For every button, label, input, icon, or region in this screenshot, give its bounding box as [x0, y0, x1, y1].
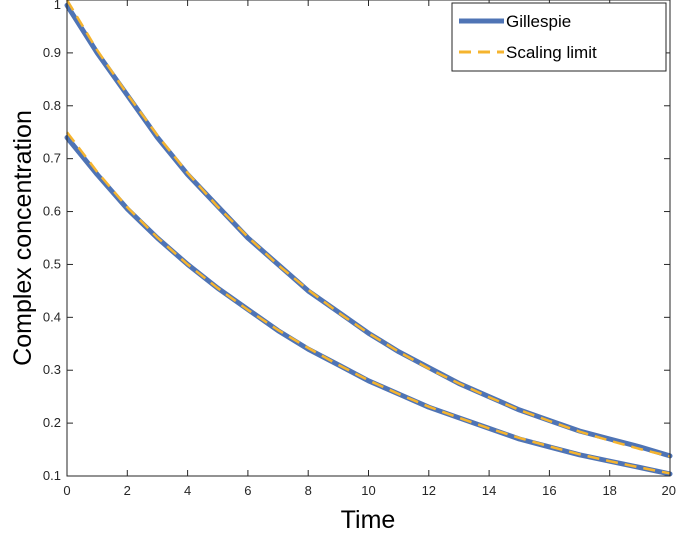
y-tick-label: 0.8 — [43, 98, 61, 113]
x-tick-label: 10 — [361, 483, 375, 498]
legend-box — [451, 2, 667, 72]
gillespie-curve-2 — [64, 135, 673, 477]
x-tick-label: 2 — [124, 483, 131, 498]
legend: Gillespie Scaling limit — [451, 2, 667, 72]
y-tick-label: 0.6 — [43, 204, 61, 219]
y-tick-label: 0.7 — [43, 151, 61, 166]
y-tick-label: 0.2 — [43, 415, 61, 430]
y-tick-label: 0.3 — [43, 362, 61, 377]
y-tick-label: 0.4 — [43, 309, 61, 324]
x-tick-label: 0 — [63, 483, 70, 498]
x-tick-label: 20 — [662, 483, 676, 498]
series-curves — [64, 0, 673, 477]
gillespie-curve-1 — [64, 2, 673, 459]
axis-ticks — [66, 0, 671, 477]
x-tick-label: 12 — [422, 483, 436, 498]
x-tick-label: 18 — [602, 483, 616, 498]
y-tick-label: 0.9 — [43, 45, 61, 60]
y-tick-label: 0.5 — [43, 256, 61, 271]
y-axis-label: Complex concentration — [9, 110, 37, 366]
gillespie-legend-label: Gillespie — [506, 12, 571, 31]
axis-tick-labels: 0 2 4 6 8 10 12 14 16 18 20 0.1 0.2 0.3 0.4 0.5 0.6 0.7 0.… — [43, 0, 676, 498]
y-tick-label: 1 — [54, 0, 61, 12]
scaling-limit-curve-2 — [66, 131, 671, 475]
x-axis-label: Time — [341, 506, 396, 534]
scaling-limit-legend-label: Scaling limit — [506, 43, 597, 62]
x-tick-label: 16 — [542, 483, 556, 498]
y-tick-label: 0.1 — [43, 468, 61, 483]
x-tick-label: 6 — [244, 483, 251, 498]
x-tick-label: 4 — [184, 483, 191, 498]
scaling-limit-curve-1 — [65, 0, 671, 458]
x-tick-label: 8 — [305, 483, 312, 498]
x-tick-label: 14 — [482, 483, 496, 498]
